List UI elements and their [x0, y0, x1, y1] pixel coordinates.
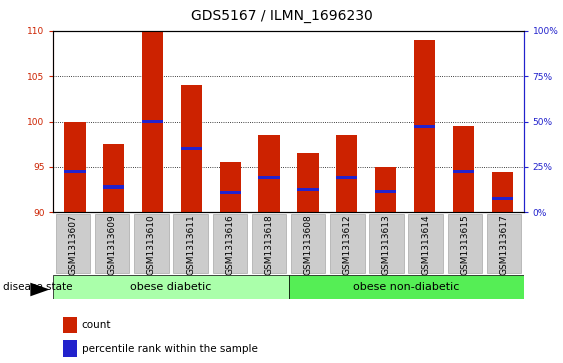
Text: GSM1313610: GSM1313610 [147, 214, 156, 275]
Text: obese non-diabetic: obese non-diabetic [353, 282, 459, 292]
FancyBboxPatch shape [369, 213, 404, 273]
Bar [142, 120, 163, 123]
FancyBboxPatch shape [213, 213, 247, 273]
Text: GSM1313616: GSM1313616 [225, 214, 234, 275]
Bar [288, 275, 524, 299]
Bar [491, 171, 513, 212]
Bar [103, 185, 124, 188]
Text: disease state: disease state [3, 282, 72, 292]
Bar [258, 176, 280, 179]
Bar [181, 85, 202, 212]
Bar [414, 125, 435, 128]
Bar [375, 167, 396, 212]
FancyBboxPatch shape [134, 213, 169, 273]
Text: GSM1313609: GSM1313609 [108, 214, 117, 275]
Bar [375, 190, 396, 193]
Text: GSM1313612: GSM1313612 [343, 214, 352, 275]
FancyBboxPatch shape [173, 213, 208, 273]
Bar [453, 170, 474, 173]
Bar [63, 317, 77, 333]
Bar [258, 135, 280, 212]
Text: GSM1313615: GSM1313615 [461, 214, 470, 275]
Text: GSM1313618: GSM1313618 [265, 214, 274, 275]
Bar [181, 147, 202, 150]
Text: count: count [82, 321, 111, 330]
FancyBboxPatch shape [252, 213, 286, 273]
Text: GSM1313613: GSM1313613 [382, 214, 391, 275]
Text: percentile rank within the sample: percentile rank within the sample [82, 344, 257, 354]
FancyBboxPatch shape [330, 213, 364, 273]
Bar [142, 31, 163, 212]
Bar [64, 122, 86, 212]
FancyBboxPatch shape [95, 213, 129, 273]
Bar [414, 40, 435, 212]
Text: GDS5167 / ILMN_1696230: GDS5167 / ILMN_1696230 [191, 9, 372, 23]
Bar [220, 191, 241, 194]
FancyBboxPatch shape [291, 213, 325, 273]
Bar [336, 135, 358, 212]
Text: GSM1313617: GSM1313617 [499, 214, 508, 275]
Bar [103, 144, 124, 212]
FancyBboxPatch shape [56, 213, 90, 273]
Text: GSM1313614: GSM1313614 [421, 214, 430, 275]
Bar [63, 340, 77, 357]
Text: GSM1313608: GSM1313608 [303, 214, 312, 275]
Polygon shape [30, 283, 50, 296]
FancyBboxPatch shape [487, 213, 521, 273]
FancyBboxPatch shape [408, 213, 443, 273]
Bar [220, 162, 241, 212]
Bar [453, 126, 474, 212]
Text: GSM1313611: GSM1313611 [186, 214, 195, 275]
Bar [491, 197, 513, 200]
Bar [64, 170, 86, 173]
Bar [336, 176, 358, 179]
Bar [297, 153, 319, 212]
Bar [297, 188, 319, 191]
Text: obese diabetic: obese diabetic [130, 282, 212, 292]
Text: GSM1313607: GSM1313607 [69, 214, 78, 275]
FancyBboxPatch shape [448, 213, 482, 273]
Bar [53, 275, 288, 299]
